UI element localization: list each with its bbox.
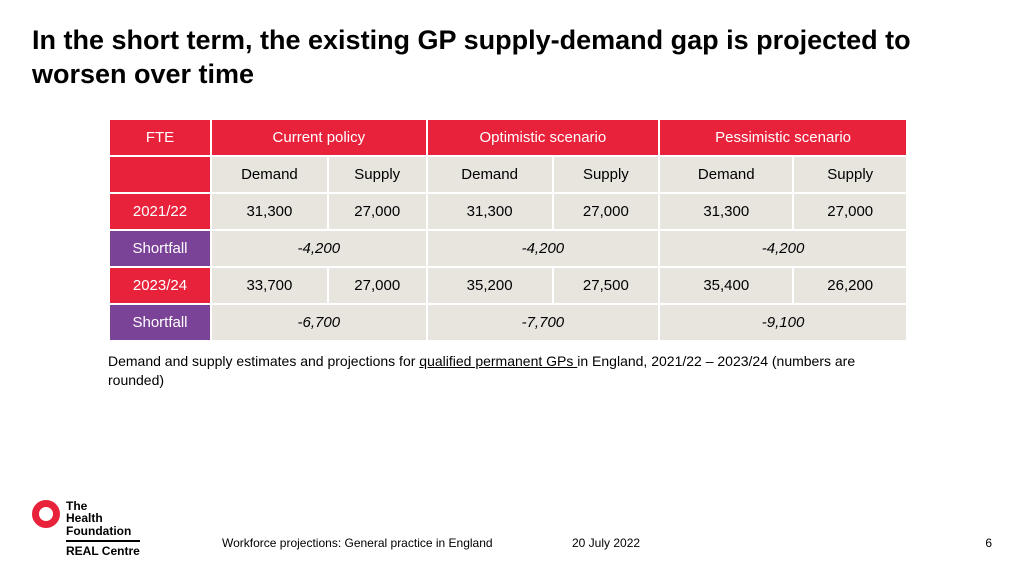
footer-page-number: 6: [985, 536, 992, 550]
table-row: 2023/24 33,700 27,000 35,200 27,500 35,4…: [110, 268, 906, 303]
table-cell: 35,200: [428, 268, 552, 303]
logo-subtitle: REAL Centre: [66, 540, 140, 558]
footer-date: 20 July 2022: [572, 536, 640, 550]
sub-header-blank: [110, 157, 210, 192]
shortfall-cell: -9,100: [660, 305, 906, 340]
logo-text: The Health Foundation REAL Centre: [66, 500, 140, 558]
table-cell: 27,500: [554, 268, 659, 303]
table-cell: 31,300: [428, 194, 552, 229]
table-cell: 31,300: [660, 194, 792, 229]
col-header-fte: FTE: [110, 120, 210, 155]
sub-header-supply: Supply: [329, 157, 426, 192]
shortfall-cell: -4,200: [428, 231, 659, 266]
table-cell: 31,300: [212, 194, 327, 229]
col-header-pessimistic: Pessimistic scenario: [660, 120, 906, 155]
table-cell: 35,400: [660, 268, 792, 303]
shortfall-cell: -4,200: [660, 231, 906, 266]
shortfall-cell: -7,700: [428, 305, 659, 340]
sub-header-demand: Demand: [212, 157, 327, 192]
table-row: Shortfall -6,700 -7,700 -9,100: [110, 305, 906, 340]
projection-table-container: FTE Current policy Optimistic scenario P…: [108, 118, 908, 390]
row-label-year: 2023/24: [110, 268, 210, 303]
footer-doc-title: Workforce projections: General practice …: [222, 536, 493, 550]
health-foundation-logo: The Health Foundation REAL Centre: [32, 500, 140, 558]
table-cell: 27,000: [329, 268, 426, 303]
sub-header-supply: Supply: [794, 157, 906, 192]
sub-header-supply: Supply: [554, 157, 659, 192]
caption-underline: qualified permanent GPs: [419, 353, 577, 369]
row-label-shortfall: Shortfall: [110, 231, 210, 266]
sub-header-demand: Demand: [428, 157, 552, 192]
table-row: 2021/22 31,300 27,000 31,300 27,000 31,3…: [110, 194, 906, 229]
logo-ring-icon: [32, 500, 60, 528]
table-cell: 27,000: [794, 194, 906, 229]
shortfall-cell: -6,700: [212, 305, 426, 340]
logo-line: Health: [66, 512, 140, 525]
table-cell: 33,700: [212, 268, 327, 303]
row-label-year: 2021/22: [110, 194, 210, 229]
table-caption: Demand and supply estimates and projecti…: [108, 352, 908, 390]
col-header-current-policy: Current policy: [212, 120, 426, 155]
col-header-optimistic: Optimistic scenario: [428, 120, 659, 155]
caption-pre: Demand and supply estimates and projecti…: [108, 353, 419, 369]
slide-title: In the short term, the existing GP suppl…: [32, 24, 984, 92]
shortfall-cell: -4,200: [212, 231, 426, 266]
table-row: Shortfall -4,200 -4,200 -4,200: [110, 231, 906, 266]
projection-table: FTE Current policy Optimistic scenario P…: [108, 118, 908, 342]
table-cell: 27,000: [554, 194, 659, 229]
logo-line: Foundation: [66, 525, 140, 538]
row-label-shortfall: Shortfall: [110, 305, 210, 340]
sub-header-demand: Demand: [660, 157, 792, 192]
table-cell: 26,200: [794, 268, 906, 303]
table-cell: 27,000: [329, 194, 426, 229]
slide-footer: The Health Foundation REAL Centre Workfo…: [32, 504, 992, 558]
